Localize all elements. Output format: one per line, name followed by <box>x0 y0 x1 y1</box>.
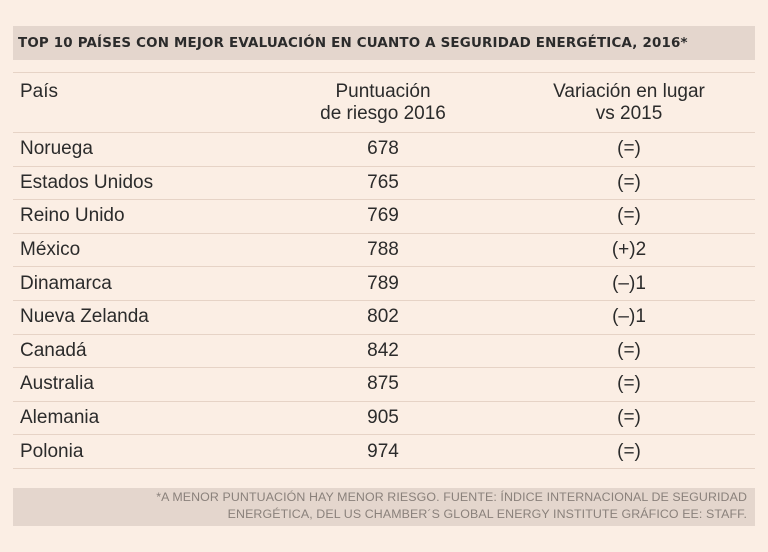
score-cell: 769 <box>263 199 503 234</box>
change-cell: (=) <box>503 199 755 234</box>
country-cell: Reino Unido <box>13 199 263 234</box>
footnote-line2: ENERGÉTICA, DEL US CHAMBER´S GLOBAL ENER… <box>227 507 747 521</box>
table-row: Alemania 905 (=) <box>13 401 755 436</box>
table-row: México 788 (+)2 <box>13 233 755 268</box>
title-bar: TOP 10 PAÍSES CON MEJOR EVALUACIÓN EN CU… <box>13 26 755 60</box>
table-row: Australia 875 (=) <box>13 367 755 402</box>
table-row: Canadá 842 (=) <box>13 334 755 369</box>
footnote-line1: *A MENOR PUNTUACIÓN HAY MENOR RIESGO. FU… <box>156 490 747 504</box>
table-row: Nueva Zelanda 802 (–)1 <box>13 300 755 335</box>
change-cell: (=) <box>503 166 755 201</box>
table-row: Estados Unidos 765 (=) <box>13 166 755 201</box>
page-title: TOP 10 PAÍSES CON MEJOR EVALUACIÓN EN CU… <box>18 35 688 51</box>
country-cell: Canadá <box>13 334 263 369</box>
score-cell: 678 <box>263 132 503 167</box>
score-cell: 974 <box>263 434 503 469</box>
country-cell: Noruega <box>13 132 263 167</box>
country-cell: México <box>13 233 263 268</box>
country-cell: Nueva Zelanda <box>13 300 263 335</box>
header-score: Puntuación de riesgo 2016 <box>263 72 503 133</box>
footnote: *A MENOR PUNTUACIÓN HAY MENOR RIESGO. FU… <box>13 488 755 526</box>
change-cell: (=) <box>503 434 755 469</box>
country-cell: Australia <box>13 367 263 402</box>
change-cell: (=) <box>503 367 755 402</box>
change-cell: (=) <box>503 132 755 167</box>
table-body: Noruega 678 (=) Estados Unidos 765 (=) R… <box>13 132 755 469</box>
header-change: Variación en lugar vs 2015 <box>503 72 755 133</box>
country-cell: Alemania <box>13 401 263 436</box>
score-cell: 875 <box>263 367 503 402</box>
change-cell: (–)1 <box>503 300 755 335</box>
score-cell: 765 <box>263 166 503 201</box>
score-cell: 842 <box>263 334 503 369</box>
table-header: País Puntuación de riesgo 2016 Variación… <box>13 72 755 133</box>
header-score-line1: Puntuación <box>335 81 431 102</box>
table-row: Noruega 678 (=) <box>13 132 755 167</box>
table-row: Polonia 974 (=) <box>13 434 755 469</box>
change-cell: (=) <box>503 334 755 369</box>
country-cell: Polonia <box>13 434 263 469</box>
change-cell: (+)2 <box>503 233 755 268</box>
header-row: País Puntuación de riesgo 2016 Variación… <box>13 72 755 133</box>
score-cell: 905 <box>263 401 503 436</box>
country-cell: Estados Unidos <box>13 166 263 201</box>
change-cell: (–)1 <box>503 266 755 301</box>
score-cell: 802 <box>263 300 503 335</box>
score-cell: 789 <box>263 266 503 301</box>
header-country: País <box>13 72 263 133</box>
score-cell: 788 <box>263 233 503 268</box>
header-score-line2: de riesgo 2016 <box>320 103 446 124</box>
header-country-label: País <box>20 81 59 102</box>
country-cell: Dinamarca <box>13 266 263 301</box>
header-change-line2: vs 2015 <box>595 103 663 124</box>
table-row: Reino Unido 769 (=) <box>13 199 755 234</box>
table-row: Dinamarca 789 (–)1 <box>13 266 755 301</box>
change-cell: (=) <box>503 401 755 436</box>
header-change-line1: Variación en lugar <box>553 81 705 102</box>
ranking-table: País Puntuación de riesgo 2016 Variación… <box>13 72 755 469</box>
